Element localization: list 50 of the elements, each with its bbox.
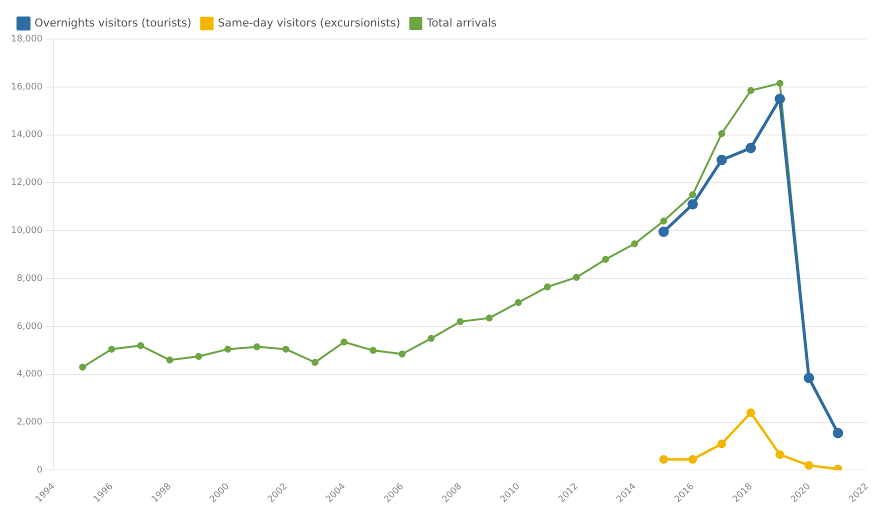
point — [746, 142, 756, 154]
legend-label: Total arrivals — [426, 16, 497, 30]
point — [774, 94, 786, 104]
point — [660, 218, 668, 225]
point — [689, 191, 696, 198]
point — [486, 314, 493, 322]
point — [137, 342, 144, 350]
point — [688, 455, 698, 464]
point — [659, 455, 668, 464]
point — [687, 199, 698, 210]
y-tick-label: 0 — [36, 466, 43, 476]
point — [544, 283, 551, 290]
point — [804, 372, 814, 384]
point — [747, 87, 754, 94]
point — [776, 80, 784, 87]
point — [370, 346, 377, 354]
point — [166, 356, 174, 364]
point — [572, 274, 580, 281]
point — [658, 226, 669, 238]
point — [428, 334, 435, 342]
point — [718, 130, 726, 138]
y-tick-label: 18,000 — [10, 34, 43, 44]
y-tick-label: 8,000 — [16, 274, 43, 284]
y-tick-label: 16,000 — [10, 82, 43, 92]
point — [224, 346, 232, 353]
y-tick-label: 2,000 — [16, 418, 43, 428]
point — [746, 408, 756, 418]
point — [514, 298, 522, 306]
y-tick-label: 14,000 — [10, 130, 43, 140]
y-tick-label: 4,000 — [16, 370, 43, 380]
point — [456, 318, 464, 326]
point — [195, 352, 202, 360]
point — [340, 338, 348, 346]
point — [311, 358, 318, 366]
point — [631, 240, 638, 248]
y-tick-label: 6,000 — [16, 322, 43, 332]
legend-label: Same-day visitors (excursionists) — [218, 16, 400, 30]
y-tick-label: 10,000 — [10, 226, 43, 236]
point — [602, 256, 610, 263]
point — [108, 346, 116, 353]
y-tick-label: 12,000 — [10, 178, 43, 188]
point — [716, 154, 727, 166]
point — [253, 343, 260, 350]
legend-label: Overnights visitors (tourists) — [34, 16, 192, 30]
point — [775, 450, 784, 459]
point — [717, 439, 726, 448]
point — [282, 346, 290, 353]
point — [804, 461, 814, 470]
point — [79, 364, 86, 371]
point — [398, 350, 406, 358]
